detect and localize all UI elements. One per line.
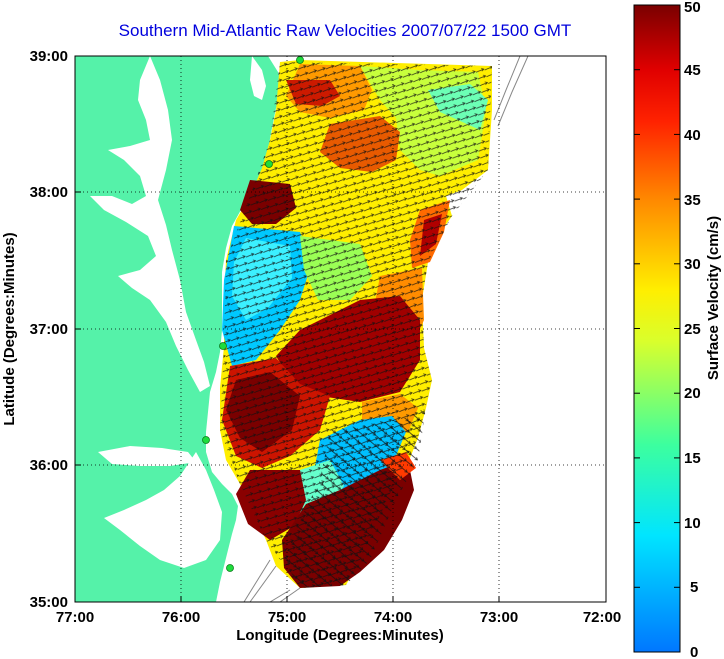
x-tick-label: 72:00 bbox=[583, 609, 621, 626]
velocity-field bbox=[220, 60, 492, 588]
x-tick-label: 77:00 bbox=[56, 609, 94, 626]
station-marker bbox=[265, 160, 273, 168]
y-axis-ticks: 39:00 38:00 37:00 36:00 35:00 bbox=[30, 48, 68, 611]
station-marker bbox=[226, 564, 234, 572]
station-marker bbox=[219, 342, 227, 350]
colorbar-tick-label: 5 bbox=[690, 579, 698, 596]
colorbar-label: Surface Velocity (cm/s) bbox=[705, 216, 722, 380]
pamlico-sound bbox=[104, 452, 222, 568]
y-tick-label: 36:00 bbox=[30, 457, 68, 474]
colorbar-tick-label: 30 bbox=[684, 256, 701, 273]
y-tick-label: 37:00 bbox=[30, 321, 68, 338]
y-tick-label: 35:00 bbox=[30, 594, 68, 611]
colorbar-tick-label: 0 bbox=[690, 644, 698, 659]
tick-marks bbox=[74, 55, 607, 603]
y-tick-label: 38:00 bbox=[30, 184, 68, 201]
colorbar-tick-label: 20 bbox=[684, 385, 701, 402]
x-tick-label: 73:00 bbox=[480, 609, 518, 626]
bathymetry-contours bbox=[243, 56, 529, 602]
delaware-bay bbox=[250, 56, 266, 100]
station-marker bbox=[202, 436, 210, 444]
station-marker bbox=[296, 56, 304, 64]
colorbar-tick-label: 10 bbox=[684, 515, 701, 532]
x-axis-label: Longitude (Degrees:Minutes) bbox=[236, 627, 444, 644]
y-tick-label: 39:00 bbox=[30, 48, 68, 65]
colorbar-tick-label: 35 bbox=[684, 192, 701, 209]
map-title: Southern Mid-Atlantic Raw Velocities 200… bbox=[118, 21, 572, 40]
colorbar-tick-label: 50 bbox=[684, 0, 701, 16]
y-axis-label: Latitude (Degrees:Minutes) bbox=[1, 232, 18, 425]
radar-stations bbox=[202, 56, 304, 572]
x-tick-label: 74:00 bbox=[374, 609, 412, 626]
map-grid bbox=[75, 56, 606, 602]
colorbar-tick-labels: 50 45 40 35 30 25 20 15 10 5 0 bbox=[684, 0, 701, 659]
colorbar bbox=[633, 4, 681, 653]
colorbar-tick-label: 25 bbox=[684, 321, 701, 338]
colorbar-ticks bbox=[634, 4, 680, 588]
x-axis-ticks: 77:00 76:00 75:00 74:00 73:00 72:00 bbox=[56, 609, 621, 626]
colorbar-tick-label: 40 bbox=[684, 127, 701, 144]
x-tick-label: 75:00 bbox=[268, 609, 306, 626]
chesapeake-bay bbox=[90, 56, 210, 392]
x-tick-label: 76:00 bbox=[162, 609, 200, 626]
colorbar-tick-label: 15 bbox=[684, 450, 701, 467]
albemarle-sound bbox=[98, 446, 196, 466]
colorbar-tick-label: 45 bbox=[684, 62, 701, 79]
